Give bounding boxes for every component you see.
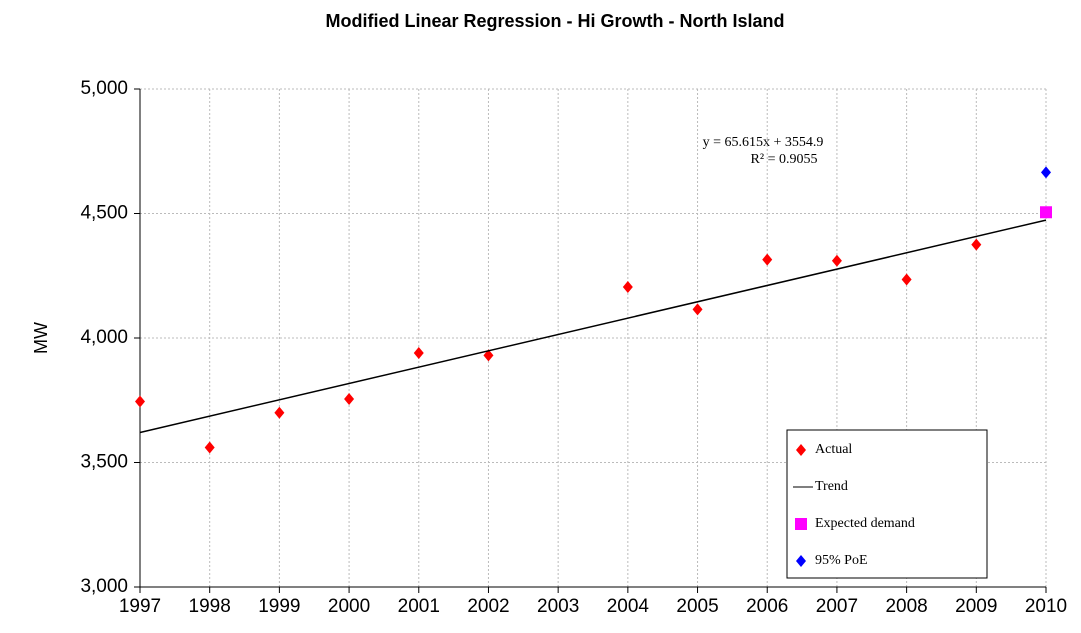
x-tick-label: 2000 [328,596,370,617]
marker [483,349,494,362]
y-tick-label: 3,500 [80,452,128,473]
y-tick-label: 4,000 [80,327,128,348]
x-tick-label: 2005 [676,596,718,617]
marker [762,253,773,266]
marker [1040,206,1052,219]
y-tick-label: 5,000 [80,78,128,99]
y-axis-label: MW [31,322,51,354]
x-tick-label: 2001 [398,596,440,617]
x-tick-label: 2006 [746,596,788,617]
x-tick-label: 2003 [537,596,579,617]
x-tick-label: 2009 [955,596,997,617]
legend-label: Trend [815,479,848,494]
x-tick-label: 1998 [189,596,231,617]
marker [692,303,703,316]
legend-swatch [796,444,806,456]
y-tick-label: 3,000 [80,576,128,597]
legend-box [786,429,988,579]
legend-label: Actual [815,442,852,457]
marker [204,441,215,454]
legend-label: 95% PoE [815,553,868,568]
x-tick-label: 2004 [607,596,650,617]
x-tick-label: 2002 [467,596,509,617]
x-tick-label: 1997 [119,596,161,617]
marker [901,273,912,286]
y-tick-label: 4,500 [80,203,128,224]
marker [1041,166,1051,179]
x-tick-label: 2010 [1025,596,1067,617]
marker [971,238,982,251]
marker [622,280,633,293]
marker [135,395,145,408]
x-tick-label: 2008 [885,596,927,617]
annotation: R² = 0.9055 [751,152,818,167]
x-tick-label: 1999 [258,596,300,617]
x-tick-label: 2007 [816,596,858,617]
marker [274,406,285,419]
chart-title: Modified Linear Regression - Hi Growth -… [325,11,784,31]
legend-swatch [795,518,807,530]
legend-label: Expected demand [815,516,915,531]
marker [344,393,355,406]
trend-line [139,219,1047,434]
legend-swatch [796,555,806,567]
marker [831,254,842,267]
annotation: y = 65.615x + 3554.9 [703,135,824,150]
marker [413,346,424,359]
